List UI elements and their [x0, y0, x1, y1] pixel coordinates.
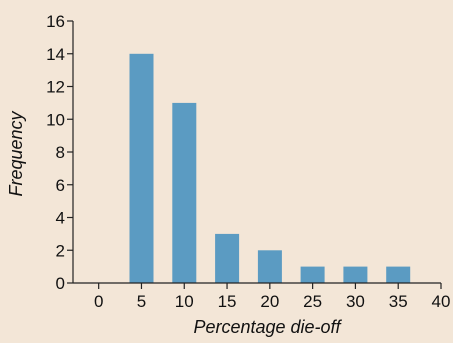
x-axis-title: Percentage die-off [193, 317, 342, 337]
y-axis-title: Frequency [6, 110, 26, 196]
y-tick-label-6: 6 [56, 176, 65, 195]
y-tick-label-2: 2 [56, 241, 65, 260]
x-tick-label-15: 15 [218, 292, 237, 311]
y-tick-label-10: 10 [46, 110, 65, 129]
x-tick-label-5: 5 [137, 292, 146, 311]
bar-15-20 [257, 250, 282, 284]
y-tick-label-4: 4 [56, 209, 65, 228]
bars-group [129, 53, 411, 284]
x-tick-label-25: 25 [303, 292, 322, 311]
x-tick-label-0: 0 [94, 292, 103, 311]
bar-30-35 [386, 266, 411, 283]
x-tick-label-40: 40 [432, 292, 451, 311]
axes-group [72, 21, 441, 284]
y-tick-label-14: 14 [46, 45, 65, 64]
y-ticks-group: 0 2 4 6 8 10 12 14 16 [46, 12, 73, 293]
bar-5-10 [172, 102, 197, 284]
x-tick-label-35: 35 [389, 292, 408, 311]
bar-20-25 [300, 266, 325, 283]
y-tick-label-0: 0 [56, 274, 65, 293]
x-tick-label-20: 20 [260, 292, 279, 311]
x-ticks-group: 0 5 10 15 20 25 30 35 40 [94, 283, 451, 311]
bar-0-5 [129, 53, 154, 284]
bar-10-15 [215, 233, 240, 283]
y-tick-label-16: 16 [46, 12, 65, 31]
bar-25-30 [343, 266, 368, 283]
x-tick-label-10: 10 [175, 292, 194, 311]
y-tick-label-12: 12 [46, 78, 65, 97]
y-tick-label-8: 8 [56, 143, 65, 162]
x-tick-label-30: 30 [346, 292, 365, 311]
